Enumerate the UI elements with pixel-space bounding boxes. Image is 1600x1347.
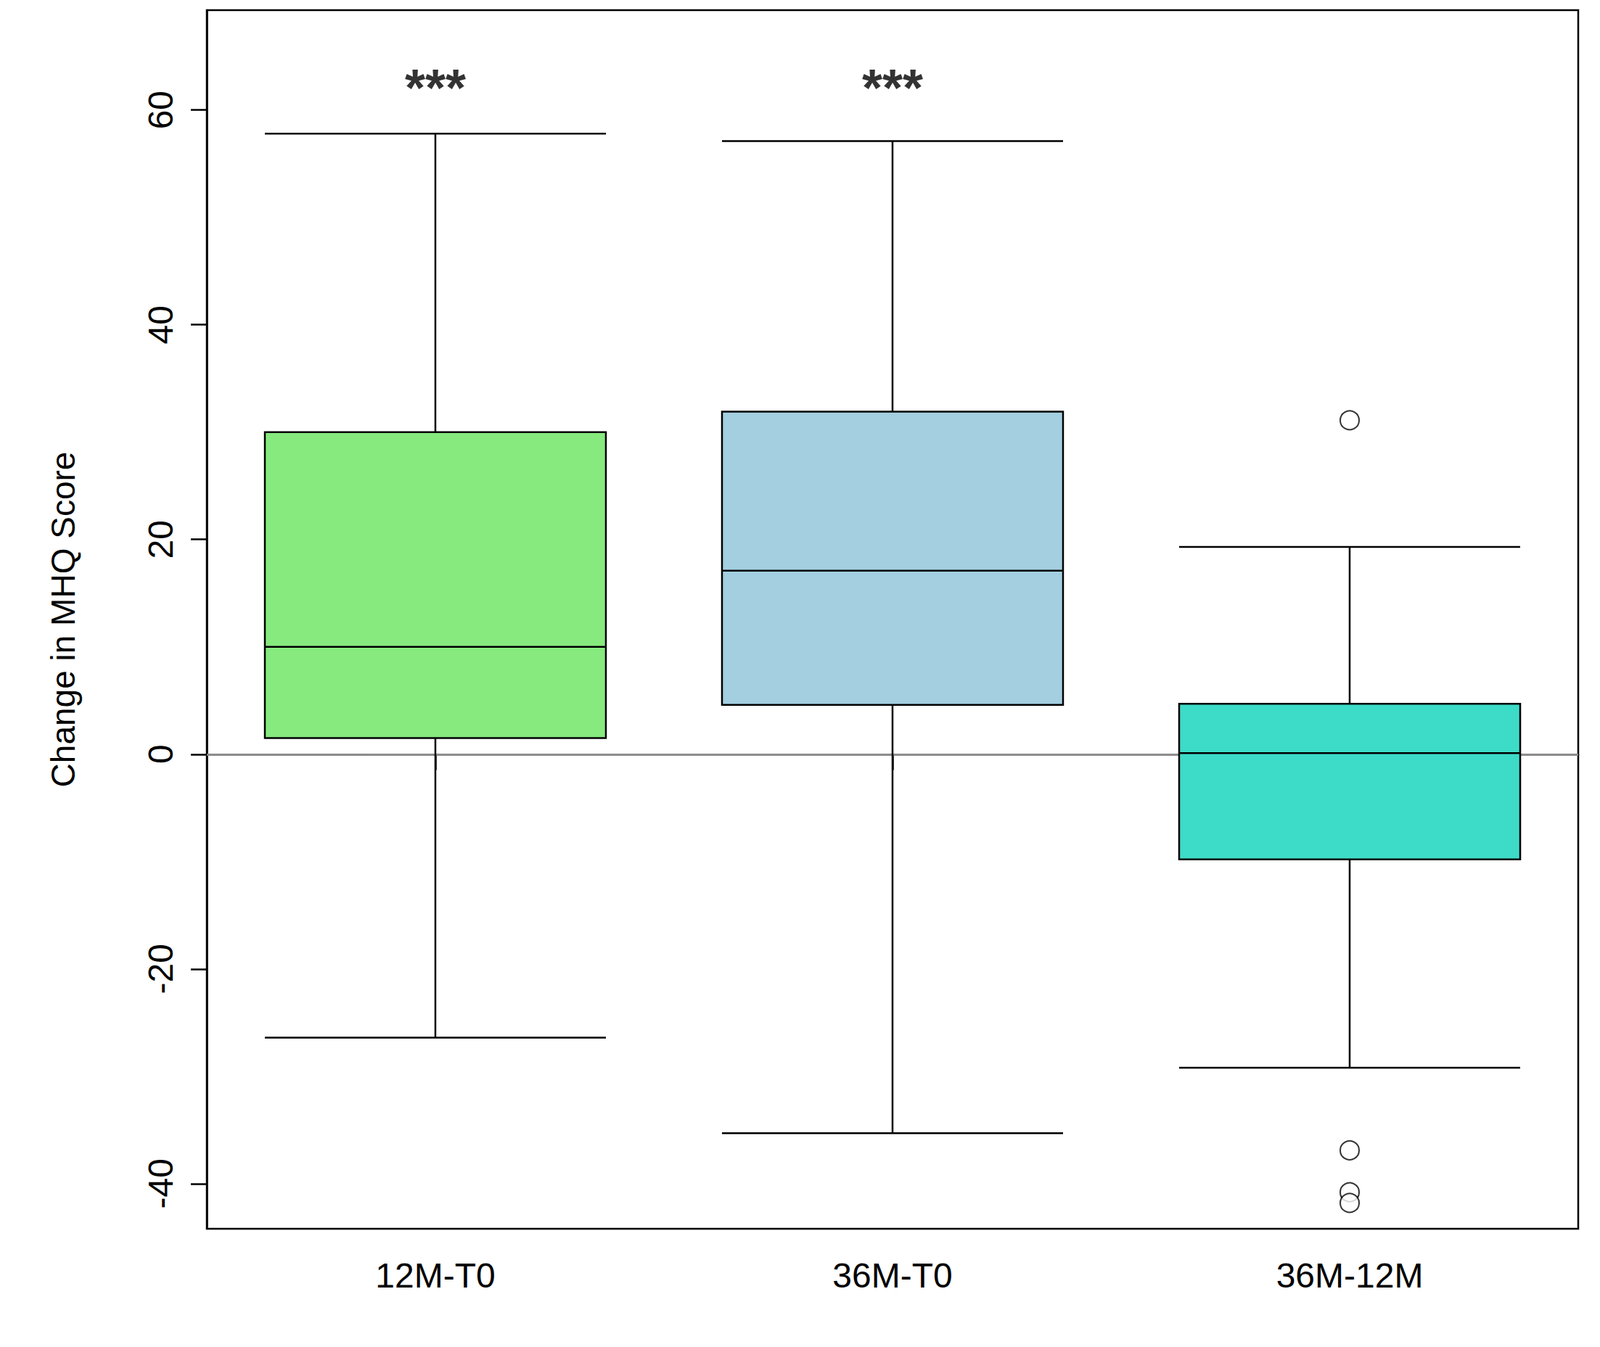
svg-text:-40: -40 (141, 1158, 180, 1209)
svg-text:12M-T0: 12M-T0 (375, 1256, 495, 1296)
svg-text:-20: -20 (141, 944, 180, 995)
svg-text:60: 60 (141, 90, 180, 130)
svg-text:36M-T0: 36M-T0 (832, 1256, 953, 1296)
svg-text:0: 0 (141, 744, 180, 765)
svg-text:20: 20 (141, 520, 180, 559)
svg-text:36M-12M: 36M-12M (1276, 1256, 1424, 1296)
svg-text:Change in MHQ Score: Change in MHQ Score (44, 452, 82, 789)
svg-text:40: 40 (141, 305, 180, 344)
svg-text:***: *** (404, 58, 466, 117)
svg-text:***: *** (862, 58, 923, 117)
